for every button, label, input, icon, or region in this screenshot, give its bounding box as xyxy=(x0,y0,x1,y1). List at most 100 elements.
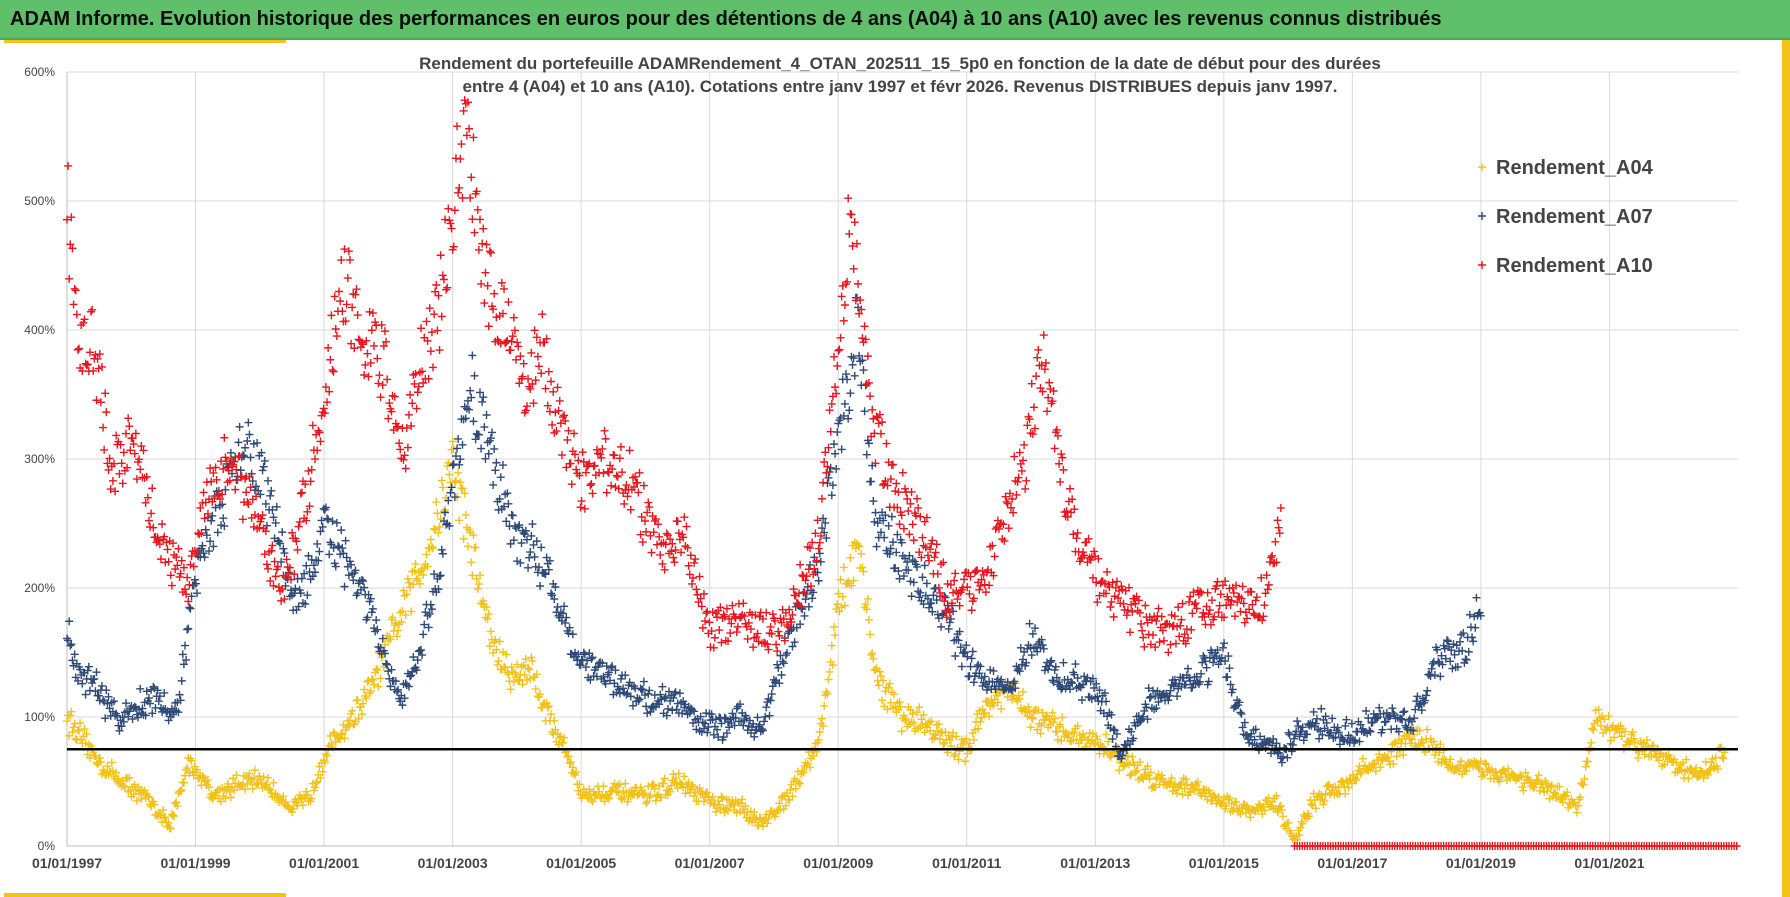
data-point-a10 xyxy=(1034,345,1043,354)
data-point-a07 xyxy=(261,499,270,508)
data-point-a07 xyxy=(675,689,684,698)
data-point-a04 xyxy=(1430,750,1439,759)
data-point-a04 xyxy=(1015,694,1024,703)
data-point-a10 xyxy=(316,437,325,446)
data-point-a10 xyxy=(1187,625,1196,634)
data-point-a07 xyxy=(267,486,276,495)
data-point-a04 xyxy=(1634,753,1643,762)
data-point-a07 xyxy=(382,659,391,668)
chart-title-line-2: entre 4 (A04) et 10 ans (A10). Cotations… xyxy=(462,77,1338,96)
data-point-a04 xyxy=(307,794,316,803)
data-point-a10 xyxy=(739,599,748,608)
data-point-a10 xyxy=(908,520,917,529)
data-point-a10 xyxy=(899,524,908,533)
data-point-a04 xyxy=(568,763,577,772)
data-point-a07 xyxy=(887,512,896,521)
data-point-a04 xyxy=(855,542,864,551)
data-point-a04 xyxy=(1295,830,1304,839)
data-point-a04 xyxy=(764,814,773,823)
data-point-a10 xyxy=(1138,626,1147,635)
data-point-a07 xyxy=(616,674,625,683)
data-point-a10 xyxy=(1065,484,1074,493)
data-point-a10 xyxy=(1188,609,1197,618)
data-point-a10 xyxy=(326,355,335,364)
data-point-a04 xyxy=(510,668,519,677)
data-point-a07 xyxy=(872,542,881,551)
data-point-a10 xyxy=(1238,582,1247,591)
data-point-a04 xyxy=(758,822,767,831)
data-point-a10 xyxy=(124,414,133,423)
data-point-a04 xyxy=(281,798,290,807)
data-point-a07 xyxy=(1469,637,1478,646)
data-point-a07 xyxy=(303,591,312,600)
data-point-a04 xyxy=(172,798,181,807)
data-point-a07 xyxy=(372,616,381,625)
data-point-a04 xyxy=(323,751,332,760)
data-point-a04 xyxy=(687,780,696,789)
data-point-a10 xyxy=(163,545,172,554)
data-point-a04 xyxy=(444,458,453,467)
data-point-a04 xyxy=(438,483,447,492)
data-point-a10 xyxy=(534,362,543,371)
data-point-a10 xyxy=(850,218,859,227)
data-point-a07 xyxy=(1461,655,1470,664)
data-point-a10 xyxy=(638,538,647,547)
data-point-a10 xyxy=(330,292,339,301)
data-point-a10 xyxy=(860,322,869,331)
data-point-a04 xyxy=(985,712,994,721)
data-point-a07 xyxy=(256,490,265,499)
data-point-a04 xyxy=(532,670,541,679)
data-point-a04 xyxy=(1423,725,1432,734)
data-point-a07 xyxy=(101,714,110,723)
data-point-a10 xyxy=(338,307,347,316)
data-point-a04 xyxy=(479,596,488,605)
data-point-a07 xyxy=(218,500,227,509)
data-point-a10 xyxy=(601,434,610,443)
data-point-a07 xyxy=(1328,714,1337,723)
data-point-a07 xyxy=(391,677,400,686)
data-point-a04 xyxy=(1718,753,1727,762)
data-point-a04 xyxy=(344,721,353,730)
data-point-a04 xyxy=(1519,786,1528,795)
data-point-a07 xyxy=(345,557,354,566)
data-point-a10 xyxy=(367,326,376,335)
data-point-a04 xyxy=(673,784,682,793)
data-point-a07 xyxy=(235,422,244,431)
data-point-a04 xyxy=(645,793,654,802)
data-point-a04 xyxy=(819,722,828,731)
data-point-a10 xyxy=(427,328,436,337)
data-point-a10 xyxy=(457,140,466,149)
data-point-a04 xyxy=(1070,728,1079,737)
data-point-a04 xyxy=(411,560,420,569)
data-point-a10 xyxy=(385,399,394,408)
data-point-a04 xyxy=(248,784,257,793)
legend-label: Rendement_A10 xyxy=(1496,255,1653,277)
data-point-a10 xyxy=(99,423,108,432)
data-point-a04 xyxy=(840,601,849,610)
data-point-a04 xyxy=(419,571,428,580)
data-point-a04 xyxy=(437,476,446,485)
data-point-a04 xyxy=(209,793,218,802)
data-point-a04 xyxy=(1376,763,1385,772)
data-point-a04 xyxy=(1305,812,1314,821)
data-point-a10 xyxy=(147,509,156,518)
data-point-a07 xyxy=(1293,717,1302,726)
data-point-a10 xyxy=(557,451,566,460)
data-point-a04 xyxy=(1246,813,1255,822)
data-point-a04 xyxy=(1048,708,1057,717)
data-point-a10 xyxy=(796,560,805,569)
data-point-a04 xyxy=(1273,807,1282,816)
data-point-a07 xyxy=(234,438,243,447)
data-point-a10 xyxy=(1171,639,1180,648)
data-point-a04 xyxy=(1389,760,1398,769)
data-point-a10 xyxy=(378,381,387,390)
data-point-a07 xyxy=(1223,673,1232,682)
data-point-a04 xyxy=(1021,707,1030,716)
data-point-a04 xyxy=(468,571,477,580)
data-point-a04 xyxy=(353,695,362,704)
data-point-a10 xyxy=(118,479,127,488)
data-point-a04 xyxy=(1128,752,1137,761)
accent-bar-bottom xyxy=(4,893,286,897)
data-point-a07 xyxy=(359,577,368,586)
data-point-a10 xyxy=(486,248,495,257)
